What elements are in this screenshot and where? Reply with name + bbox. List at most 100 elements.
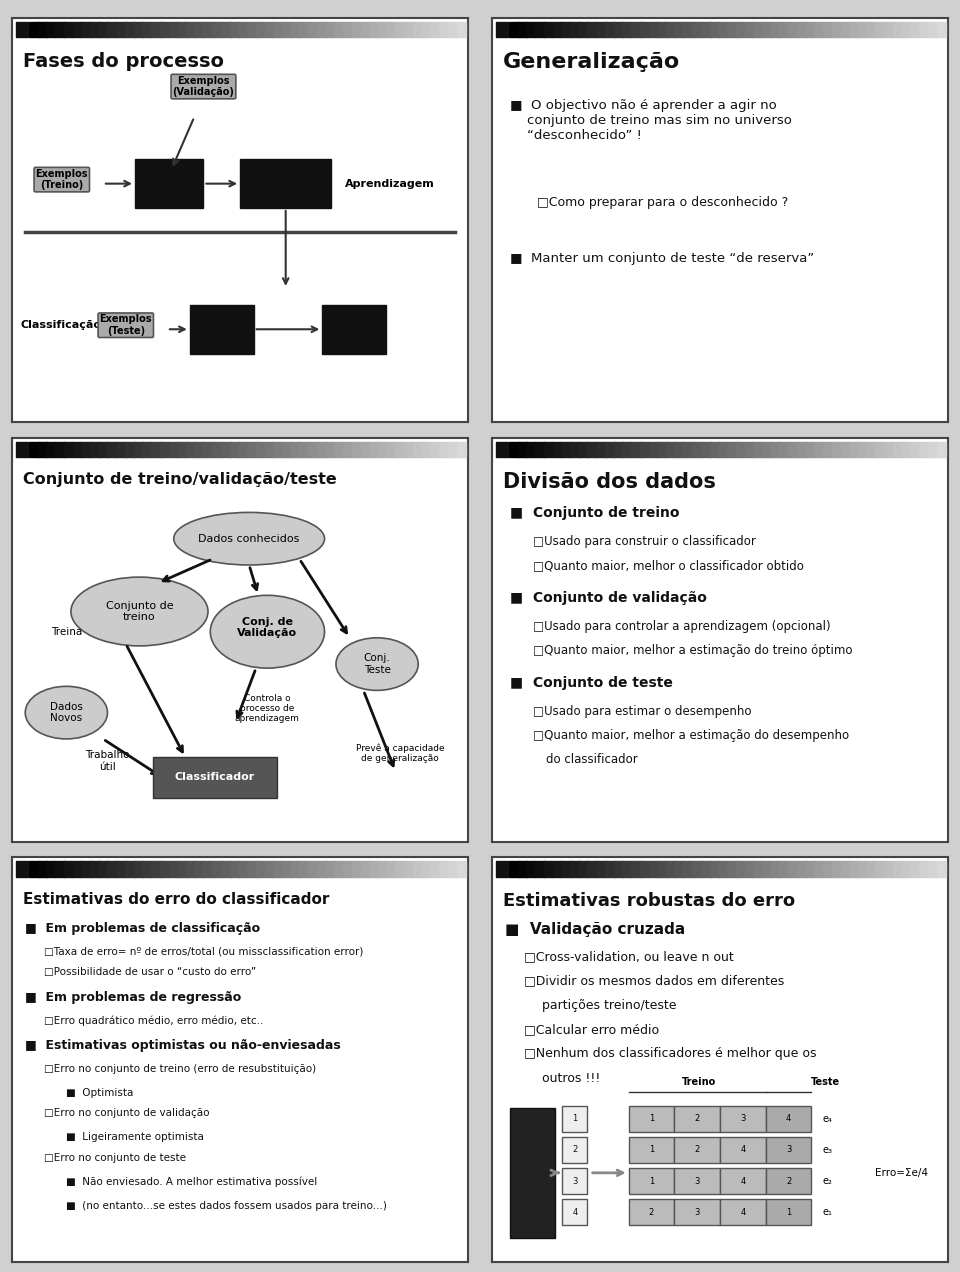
Bar [133,22,143,37]
Text: 3: 3 [694,1177,700,1186]
FancyBboxPatch shape [720,1105,766,1132]
Text: 4: 4 [786,1114,791,1123]
Bar [90,861,100,876]
Bar [762,22,772,37]
Bar [684,861,693,876]
FancyBboxPatch shape [240,159,331,207]
Bar [116,441,126,457]
Bar [204,22,213,37]
Bar [675,861,684,876]
Bar [858,861,868,876]
Bar [814,441,824,457]
Bar [814,22,824,37]
Bar [370,22,379,37]
Bar [658,441,667,457]
Bar [229,861,239,876]
Text: Conjunto de treino/validação/teste: Conjunto de treino/validação/teste [23,472,337,487]
Bar [762,861,772,876]
FancyBboxPatch shape [563,1199,588,1225]
FancyBboxPatch shape [629,1199,674,1225]
Text: 1: 1 [649,1114,654,1123]
Bar [910,22,920,37]
Bar [291,22,300,37]
Bar [351,441,362,457]
Bar [562,441,571,457]
Bar [562,861,571,876]
Text: 2: 2 [649,1208,654,1217]
Bar [867,861,876,876]
Bar [255,22,266,37]
Bar [823,22,832,37]
Bar [588,861,597,876]
Text: ■  Optimista: ■ Optimista [66,1088,133,1098]
Bar [343,441,352,457]
Bar [797,861,806,876]
Text: ■  O objectivo não é aprender a agir no
    conjunto de treino mas sim no univer: ■ O objectivo não é aprender a agir no c… [510,99,792,141]
Text: □Nenhum dos classificadores é melhor que os: □Nenhum dos classificadores é melhor que… [523,1047,816,1061]
Bar [325,441,335,457]
Bar [282,441,292,457]
Bar [805,441,815,457]
Bar [588,22,597,37]
Bar [526,441,536,457]
Bar [526,861,536,876]
Bar [55,441,64,457]
Text: Estimativas do erro do classificador: Estimativas do erro do classificador [23,892,329,907]
Bar [649,441,659,457]
Text: 2: 2 [694,1146,700,1155]
Text: 3: 3 [572,1177,578,1186]
Bar [893,22,902,37]
Text: 2: 2 [694,1114,700,1123]
Bar [771,22,780,37]
Text: ■  Validação cruzada: ■ Validação cruzada [505,922,685,937]
Bar [596,22,606,37]
Text: □Calcular erro médio: □Calcular erro médio [523,1023,659,1037]
Text: Dados
Novos: Dados Novos [50,702,83,724]
Bar [893,861,902,876]
Bar [308,22,318,37]
Bar [535,22,544,37]
Bar [517,22,527,37]
Bar [204,441,213,457]
Text: ■  Ligeiramente optimista: ■ Ligeiramente optimista [66,1132,204,1142]
FancyBboxPatch shape [766,1199,811,1225]
Bar [780,441,789,457]
Bar [718,441,728,457]
Bar [16,22,28,37]
Bar [125,22,134,37]
Text: ■  Manter um conjunto de teste “de reserva”: ■ Manter um conjunto de teste “de reserv… [510,252,814,266]
Text: Classificador: Classificador [175,772,255,782]
Bar [378,861,388,876]
Bar [46,22,56,37]
Bar [195,22,204,37]
FancyBboxPatch shape [674,1199,720,1225]
Text: □Erro no conjunto de validação: □Erro no conjunto de validação [43,1108,209,1118]
Text: Treino: Treino [683,1077,716,1086]
Bar [90,441,100,457]
Text: Treina: Treina [51,627,82,637]
Text: ■  Conjunto de teste: ■ Conjunto de teste [510,677,673,691]
Bar [370,861,379,876]
Bar [797,22,806,37]
Bar [543,861,553,876]
Text: 4: 4 [740,1146,746,1155]
Bar [29,441,38,457]
Text: e₂: e₂ [823,1177,832,1186]
Text: □Quanto maior, melhor o classificador obtido: □Quanto maior, melhor o classificador ob… [533,558,804,572]
Bar [841,441,851,457]
Bar [300,22,309,37]
Bar [631,441,640,457]
Bar [238,22,248,37]
Bar [300,441,309,457]
Bar [526,22,536,37]
Bar [858,22,868,37]
Bar [850,441,859,457]
Bar [805,22,815,37]
Bar [754,861,763,876]
Text: □Erro no conjunto de teste: □Erro no conjunto de teste [43,1152,185,1163]
Ellipse shape [174,513,324,565]
Text: Prevê a capacidade
de generalização: Prevê a capacidade de generalização [355,743,444,763]
Bar [308,861,318,876]
Bar [82,22,91,37]
Bar [780,861,789,876]
